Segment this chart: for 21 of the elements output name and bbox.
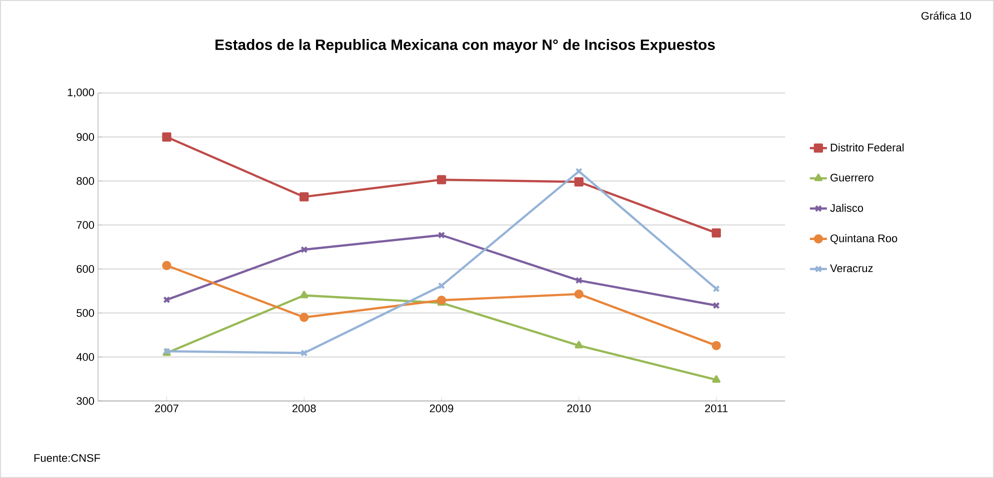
y-tick-label: 1,000 — [68, 88, 94, 98]
text: Gráfica 10 — [921, 12, 972, 20]
x-tick-label: 2010 — [567, 404, 591, 412]
x-tick-label: 2009 — [430, 404, 454, 412]
legend-label: Guerrero — [830, 174, 874, 182]
y-tick-label: 500 — [76, 309, 94, 317]
chart-title: Estados de la Republica Mexicana con mayor N° de Incisos Expuestos — [216, 39, 715, 53]
x-tick-label: 2011 — [705, 404, 728, 412]
source-note: Fuente:CNSF — [34, 454, 100, 462]
y-tick-label: 800 — [76, 177, 94, 185]
x-tick-label: 2007 — [155, 404, 178, 412]
y-tick-label: 600 — [76, 265, 94, 273]
x-tick-label: 2008 — [292, 404, 316, 412]
y-tick-label: 900 — [76, 133, 94, 141]
legend-label: Distrito Federal — [830, 143, 904, 152]
legend-label: Jalisco — [830, 204, 864, 212]
y-tick-label: 700 — [76, 221, 94, 229]
legend-label: Quintana Roo — [830, 234, 898, 244]
y-tick-label: 400 — [76, 353, 94, 361]
legend-label: Veracruz — [830, 264, 873, 272]
y-tick-label: 300 — [76, 397, 94, 405]
